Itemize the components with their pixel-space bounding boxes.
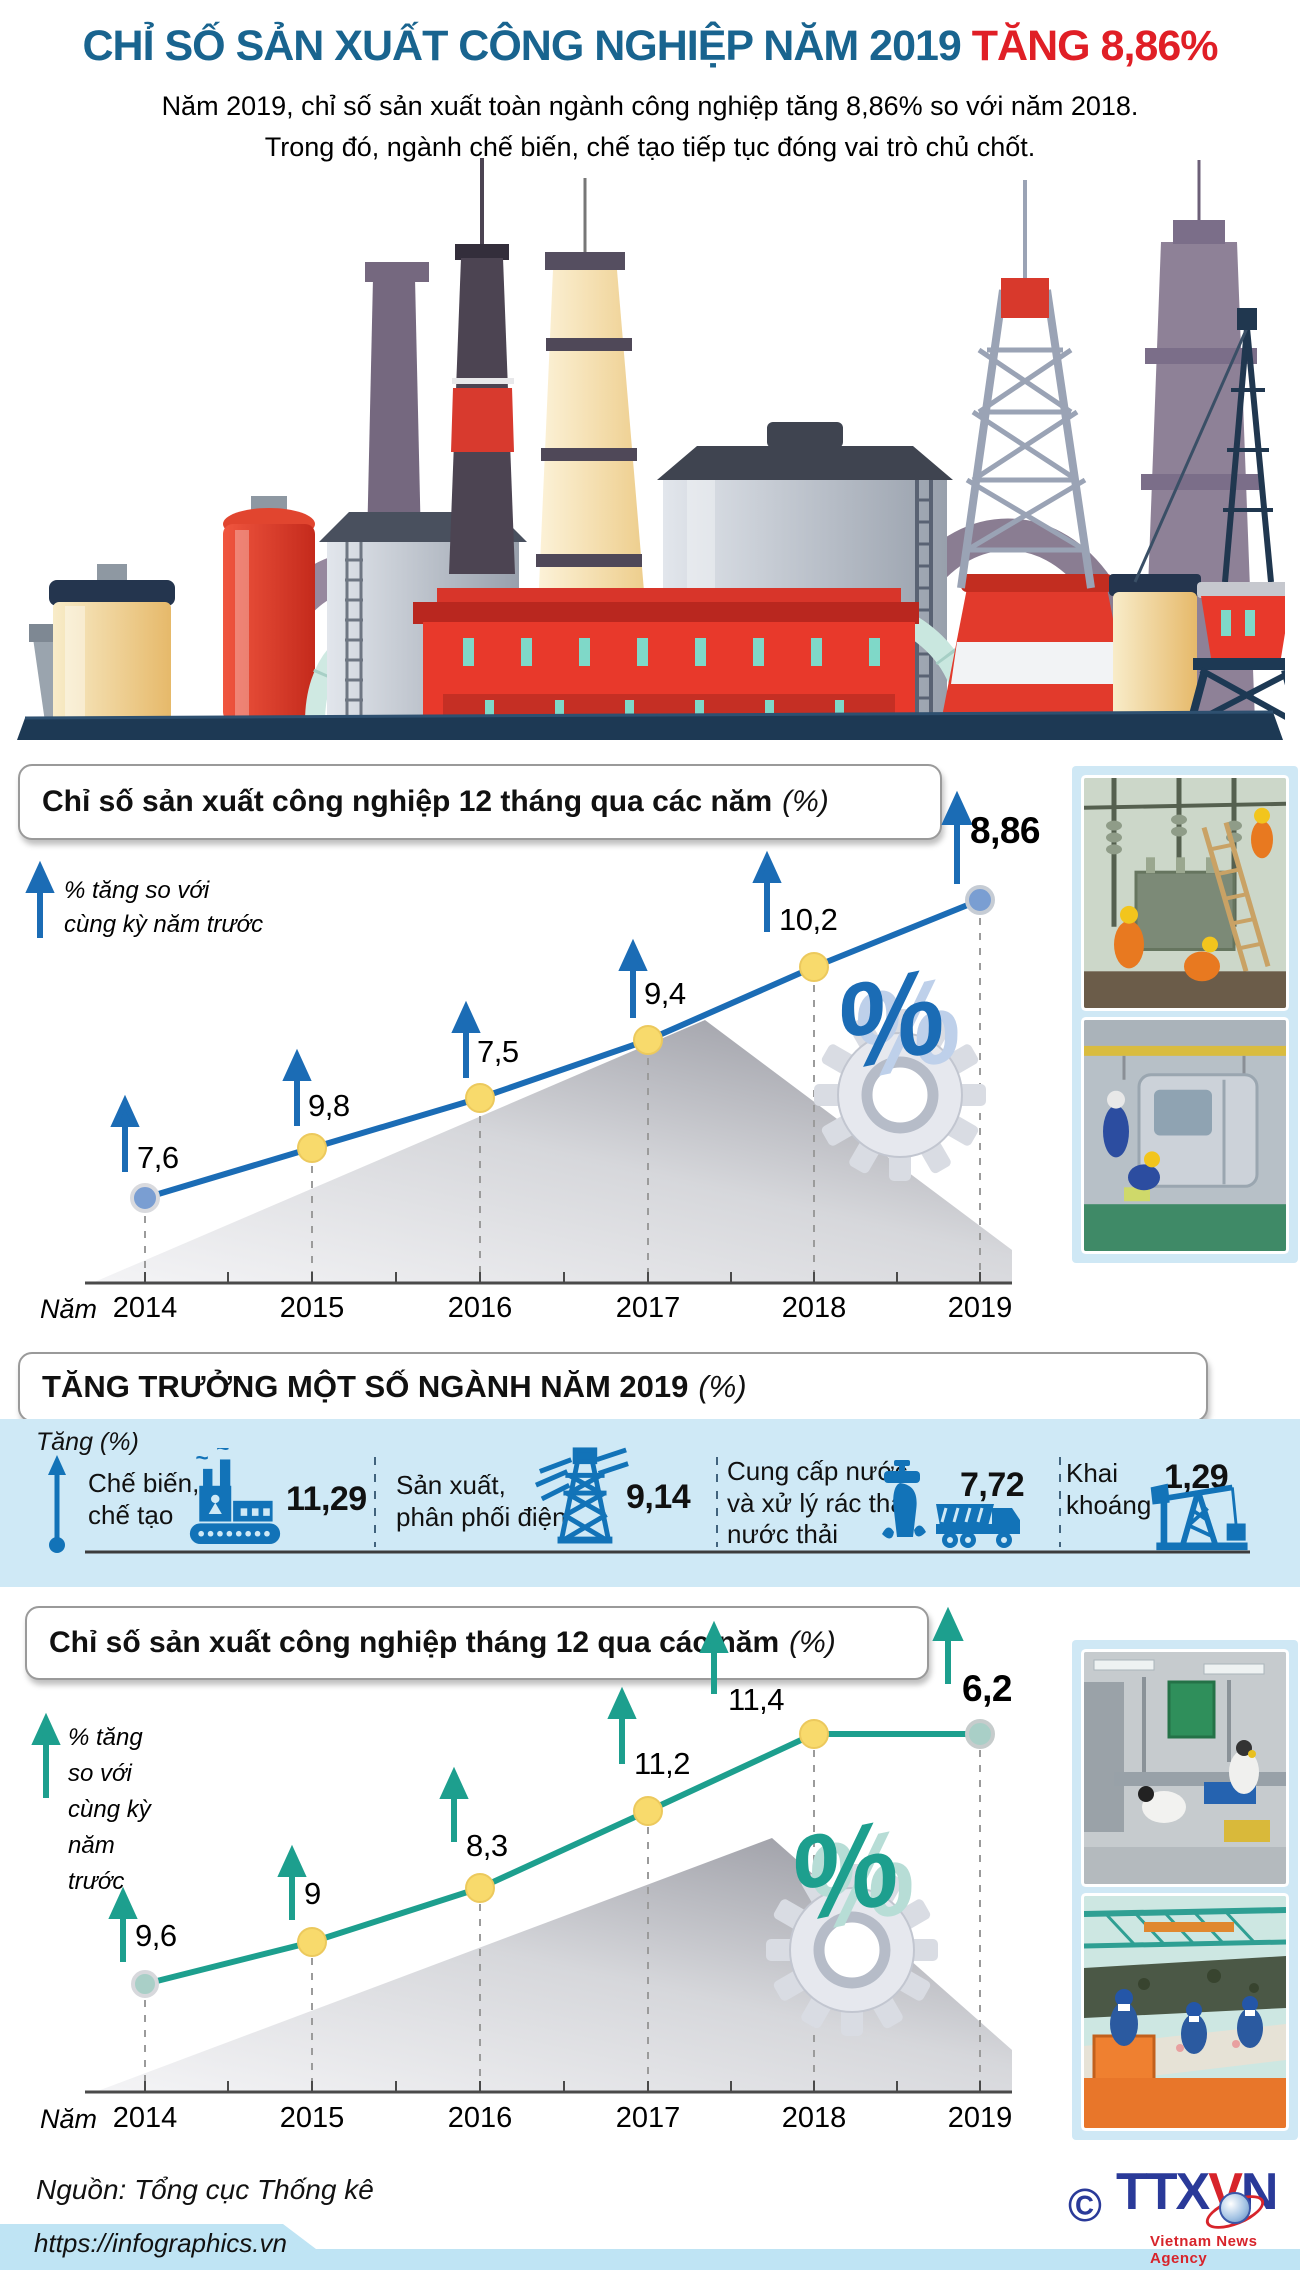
red-vessel xyxy=(223,496,315,722)
page-title: CHỈ SỐ SẢN XUẤT CÔNG NGHIỆP NĂM 2019 TĂN… xyxy=(0,22,1300,71)
column-dividers xyxy=(374,1457,1061,1547)
shadow-wedge xyxy=(92,1020,1012,1283)
copyright-icon: © xyxy=(1068,2179,1102,2231)
storage-tanks-left xyxy=(29,564,175,722)
year-tick: 2015 xyxy=(279,1292,345,1324)
drop-lines xyxy=(144,1750,981,2087)
year-tick: 2017 xyxy=(615,2102,681,2134)
substation-workers-photo xyxy=(1084,778,1286,1008)
data-label: 6,2 xyxy=(962,1668,1012,1709)
subtitle-line-2: Trong đó, ngành chế biến, chế tạo tiếp t… xyxy=(264,131,1036,162)
data-label: 9,4 xyxy=(644,976,686,1011)
increase-arrows xyxy=(25,790,973,1172)
svg-text:~: ~ xyxy=(216,1448,229,1461)
year-tick: 2017 xyxy=(615,1292,681,1324)
year-tick: 2016 xyxy=(447,2102,513,2134)
increase-arrows xyxy=(31,1606,964,1962)
data-label: 9 xyxy=(304,1876,321,1911)
industry-skyline-illustration xyxy=(17,158,1285,740)
data-label: 9,8 xyxy=(308,1088,350,1123)
data-label: 8,3 xyxy=(466,1828,508,1863)
data-label: 10,2 xyxy=(779,902,838,937)
title-highlight: TĂNG 8,86% xyxy=(971,22,1219,70)
oil-pump-icon xyxy=(1150,1483,1248,1551)
year-tick: 2019 xyxy=(947,1292,1013,1324)
sector-item-label: Sản xuất, phân phối điện xyxy=(396,1470,567,1532)
source-note: Nguồn: Tổng cục Thống kê xyxy=(36,2174,374,2205)
year-tick: 2016 xyxy=(447,1292,513,1324)
axis-dot xyxy=(49,1537,65,1553)
subtitle-line-1: Năm 2019, chỉ số sản xuất toàn ngành côn… xyxy=(161,91,1139,121)
logo-subtitle: Vietnam News Agency xyxy=(1150,2233,1258,2267)
chart2-title: Chỉ số sản xuất công nghiệp tháng 12 qua… xyxy=(49,1626,780,1659)
sector-item-value: 7,72 xyxy=(960,1466,1025,1504)
power-pylon-icon xyxy=(534,1447,629,1544)
dark-chimney xyxy=(449,158,515,574)
chart1-title-suffix: (%) xyxy=(782,785,829,818)
chart2-legend: % tăng so với cùng kỳ năm trước xyxy=(68,1724,151,1895)
drop-lines xyxy=(144,918,981,1278)
ground-bar xyxy=(17,712,1283,740)
data-label: 11,2 xyxy=(634,1746,691,1781)
chart2-line-chart: % % xyxy=(31,1606,1012,2094)
title-main: CHỈ SỐ SẢN XUẤT CÔNG NGHIỆP NĂM 2019 xyxy=(82,22,962,70)
year-tick: 2014 xyxy=(112,2102,178,2134)
logo-ttx: TTX xyxy=(1116,2163,1210,2221)
sector-title-box: TĂNG TRƯỞNG MỘT SỐ NGÀNH NĂM 2019 (%) xyxy=(18,1352,1208,1422)
waste-sorting-photo xyxy=(1084,1896,1286,2128)
chart2-title-suffix: (%) xyxy=(789,1626,836,1659)
data-label: 7,5 xyxy=(477,1034,519,1069)
chart1-line xyxy=(144,897,982,1201)
data-label: 9,6 xyxy=(135,1918,177,1953)
derrick-tower xyxy=(957,180,1095,589)
data-label: 8,86 xyxy=(970,810,1041,851)
chart1-line-chart: % % xyxy=(25,790,1012,1285)
sector-title-suffix: (%) xyxy=(698,1369,747,1404)
sector-item-label: Khai khoáng xyxy=(1066,1458,1152,1520)
axis-ticks xyxy=(144,1272,981,1283)
year-tick: 2019 xyxy=(947,2102,1013,2134)
axis-ticks xyxy=(144,2081,981,2092)
website-url: https://infographics.vn xyxy=(34,2228,287,2258)
data-label: 11,4 xyxy=(728,1682,785,1717)
chart2-points xyxy=(131,1719,995,1998)
svg-text:~: ~ xyxy=(196,1448,209,1470)
globe-icon xyxy=(1219,2192,1251,2224)
sector-title: TĂNG TRƯỞNG MỘT SỐ NGÀNH NĂM 2019 xyxy=(42,1369,689,1404)
water-waste-icon xyxy=(882,1460,1020,1548)
chart1-legend: % tăng so với cùng kỳ năm trước xyxy=(64,877,264,939)
sector-item-label: Chế biến, chế tạo xyxy=(88,1468,200,1530)
chart1-points xyxy=(130,885,995,1213)
right-structures xyxy=(1109,308,1285,725)
chart1-title: Chỉ số sản xuất công nghiệp 12 tháng qua… xyxy=(42,785,773,818)
chart2-line xyxy=(144,1731,980,1987)
year-tick: 2015 xyxy=(279,2102,345,2134)
x-axis-label: Năm xyxy=(40,1294,98,1324)
assembly-line-photo xyxy=(1084,1652,1286,1884)
auto-assembly-photo xyxy=(1084,1020,1286,1251)
sector-axis-label: Tăng (%) xyxy=(36,1428,139,1456)
chart2-title-box: Chỉ số sản xuất công nghiệp tháng 12 qua… xyxy=(25,1606,929,1680)
page-subtitle: Năm 2019, chỉ số sản xuất toàn ngành côn… xyxy=(0,86,1300,167)
x-axis-label: Năm xyxy=(40,2104,98,2134)
year-tick: 2018 xyxy=(781,1292,847,1324)
sector-item-value: 9,14 xyxy=(626,1478,691,1516)
factory-icon: ~ ~ xyxy=(189,1448,281,1545)
cooling-tower xyxy=(941,574,1133,722)
data-label: 7,6 xyxy=(137,1140,179,1175)
year-tick: 2018 xyxy=(781,2102,847,2134)
year-tick: 2014 xyxy=(112,1292,178,1324)
red-factory-building xyxy=(413,588,919,722)
sector-item-value: 11,29 xyxy=(286,1480,367,1518)
chart1-title-box: Chỉ số sản xuất công nghiệp 12 tháng qua… xyxy=(18,764,942,840)
